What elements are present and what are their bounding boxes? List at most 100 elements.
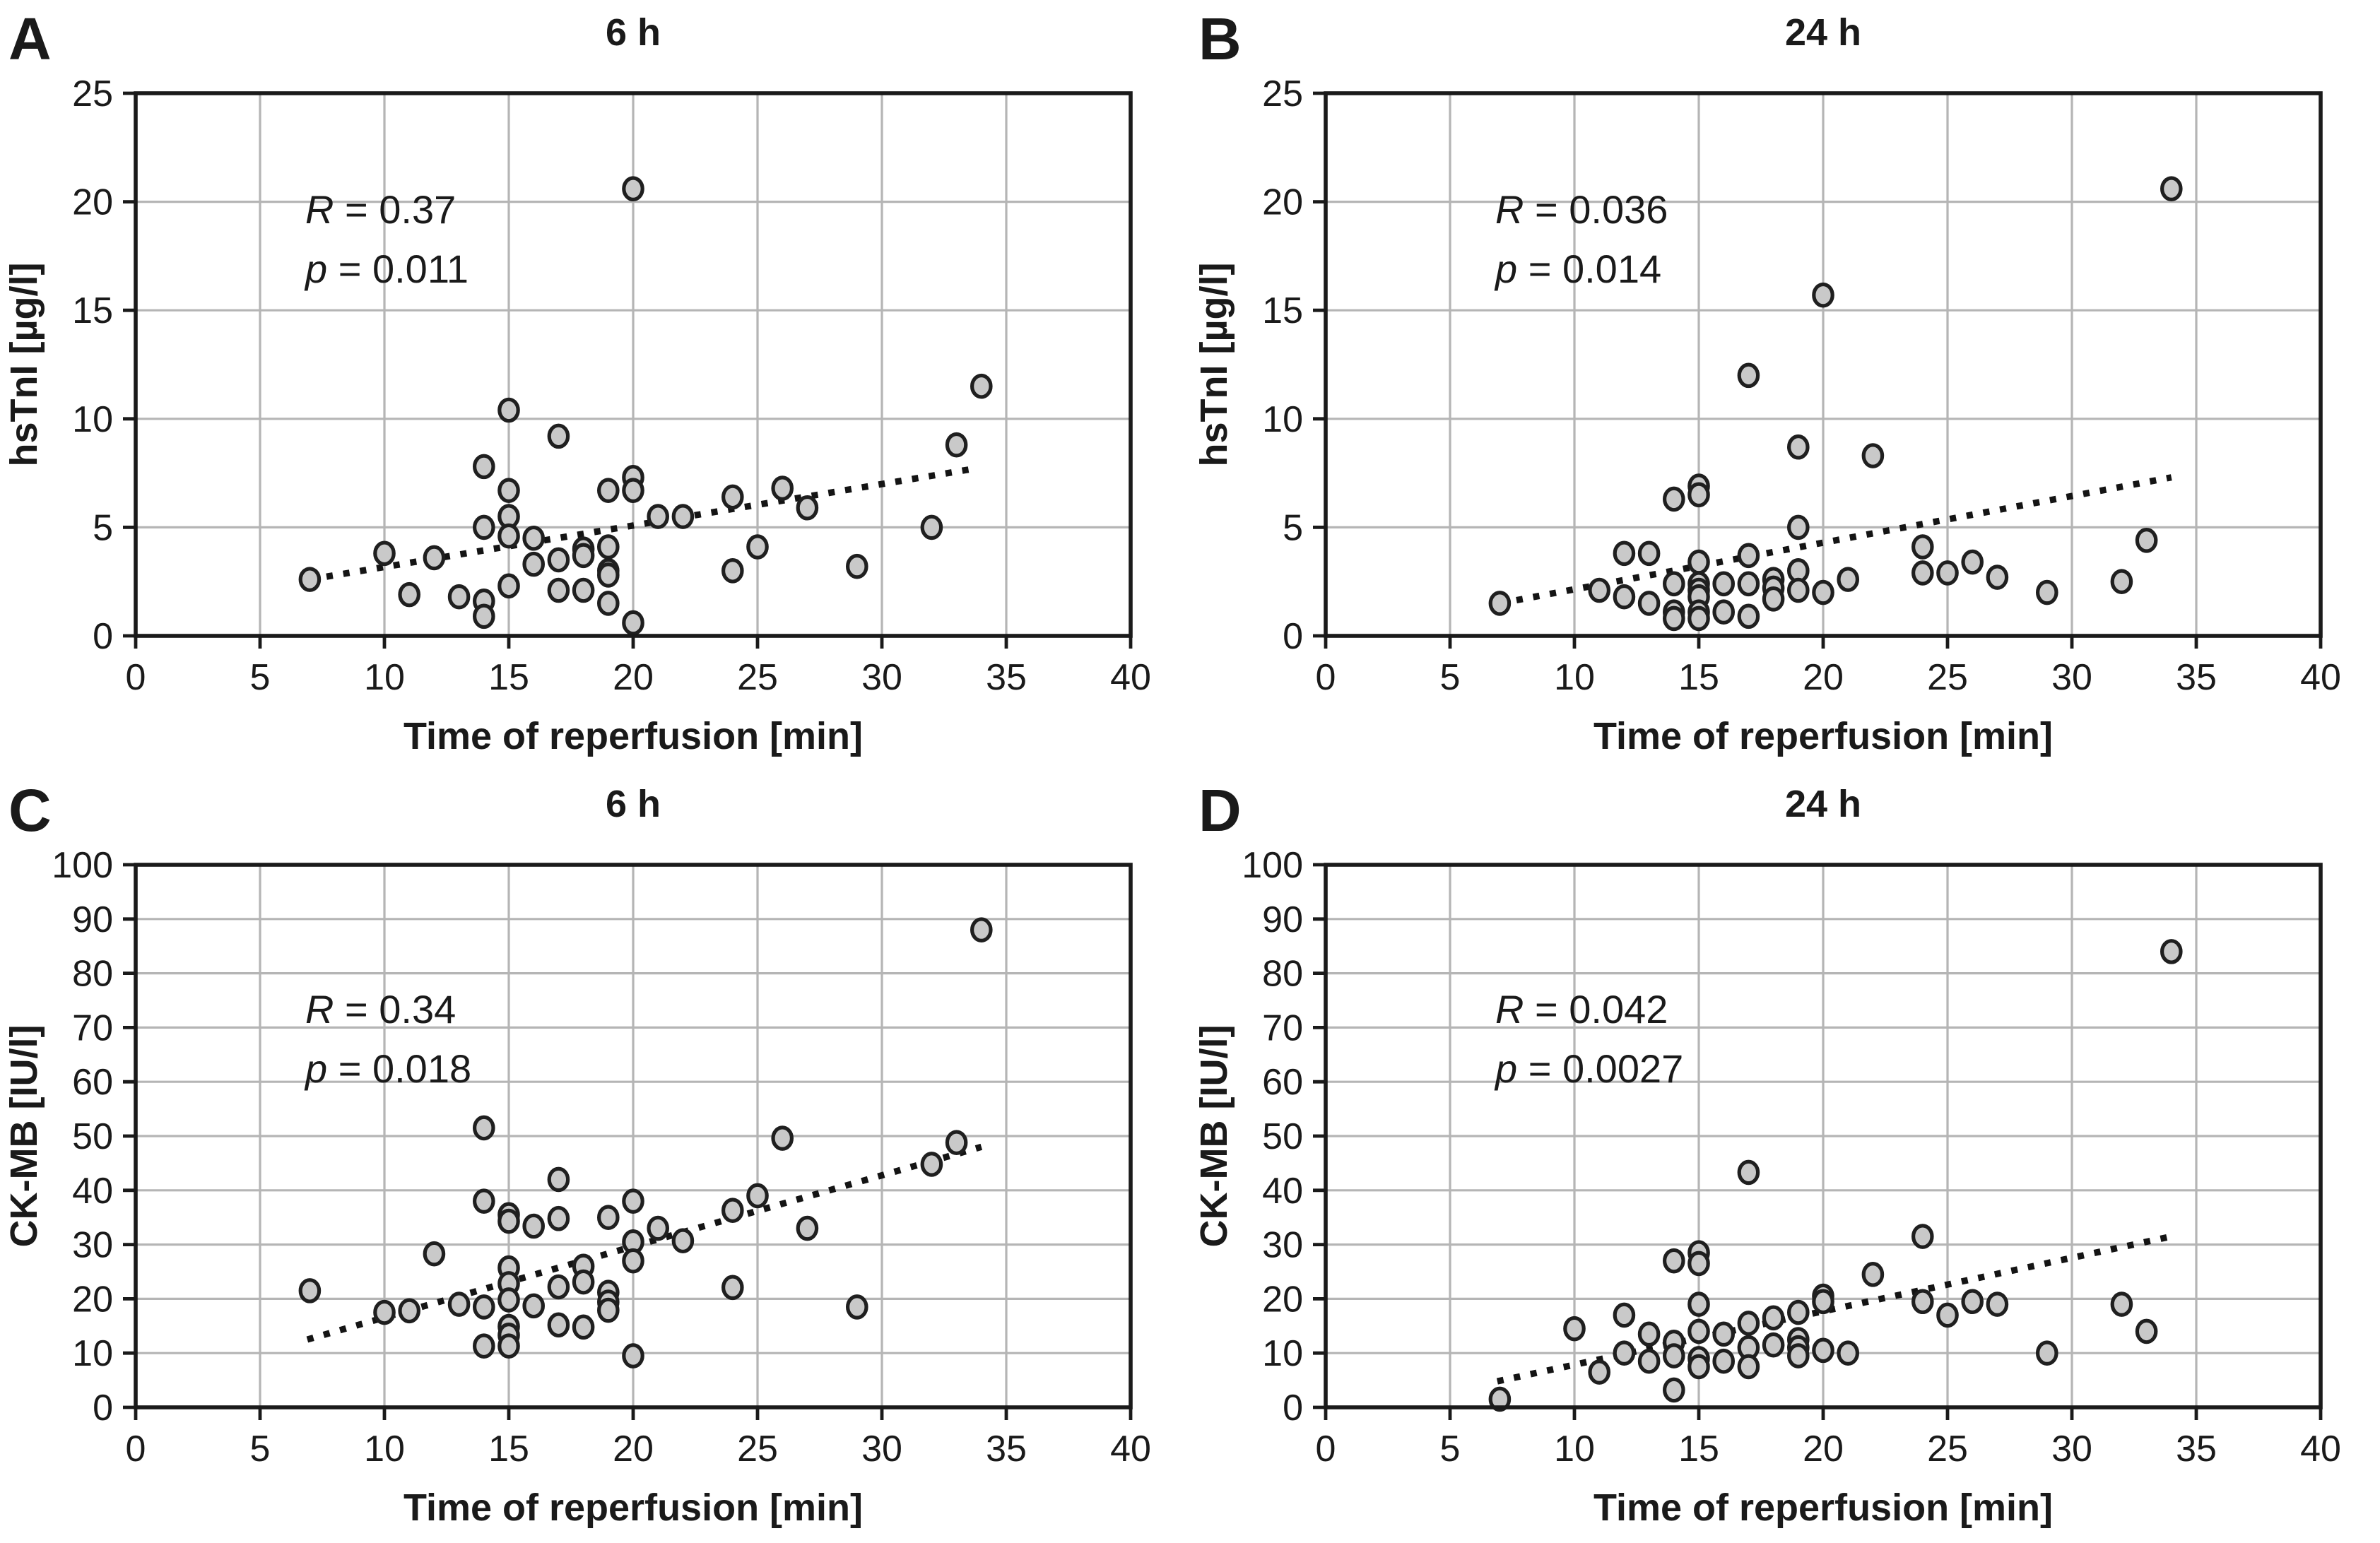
data-point: [746, 534, 769, 560]
data-point: [547, 577, 570, 603]
data-point: [1737, 571, 1760, 597]
data-point: [572, 577, 595, 603]
data-point: [596, 591, 620, 616]
gridlines: [136, 865, 1131, 1407]
data-point: [1786, 1343, 1810, 1368]
data-point: [622, 1188, 644, 1214]
x-tick-label: 40: [1110, 1429, 1151, 1470]
y-tick-label: 80: [1262, 954, 1303, 995]
x-tick-label: 25: [737, 1429, 778, 1470]
data-point: [1712, 571, 1735, 597]
data-point: [2110, 1291, 2133, 1317]
data-point: [1861, 443, 1885, 468]
data-point: [572, 543, 595, 569]
data-point: [1936, 560, 1959, 586]
stats-r-value: R = 0.042: [1495, 987, 1668, 1031]
data-point: [497, 478, 520, 503]
data-point: [1613, 584, 1636, 610]
data-point: [920, 1152, 943, 1177]
x-tick-label: 5: [250, 657, 271, 698]
x-tick-label: 10: [364, 1429, 405, 1470]
data-point: [1911, 534, 1934, 560]
data-point: [846, 553, 868, 579]
y-tick-label: 20: [1262, 1279, 1303, 1320]
data-point: [1563, 1316, 1586, 1342]
data-point: [1588, 577, 1610, 603]
y-tick-label: 25: [72, 73, 113, 114]
data-point: [1861, 1262, 1885, 1287]
y-axis-title: hsTnI [µg/l]: [1193, 262, 1235, 466]
data-point: [472, 603, 495, 629]
x-tick-label: 0: [126, 1429, 146, 1470]
data-point: [596, 1297, 620, 1323]
x-tick-label: 15: [488, 657, 529, 698]
stats-r-value: R = 0.34: [305, 987, 456, 1031]
data-point: [846, 1294, 868, 1320]
x-tick-label: 0: [1316, 657, 1336, 698]
data-point: [398, 1298, 420, 1324]
stats-p-value: p = 0.0027: [1494, 1046, 1683, 1091]
data-point: [1488, 1386, 1512, 1412]
y-tick-label: 0: [1283, 1388, 1303, 1429]
x-tick-label: 15: [1678, 1429, 1719, 1470]
data-point: [1687, 1354, 1710, 1380]
y-axis-title: hsTnI [µg/l]: [3, 262, 45, 466]
data-point: [622, 1343, 644, 1368]
data-point: [298, 567, 322, 592]
data-point: [671, 1228, 695, 1254]
x-tick-label: 30: [2051, 1429, 2092, 1470]
stats-p-value: p = 0.011: [304, 247, 469, 291]
data-point: [970, 917, 993, 942]
data-point: [373, 1299, 396, 1325]
y-tick-label: 10: [72, 1333, 113, 1374]
data-point: [298, 1278, 322, 1303]
data-point: [1488, 591, 1512, 616]
data-point: [721, 1275, 744, 1301]
data-point: [1812, 1289, 1834, 1315]
data-point: [572, 1269, 595, 1295]
data-point: [1837, 1340, 1859, 1366]
data-point: [522, 1293, 545, 1319]
panel-C: 0 5 10 15 20 25 30 35 40 0 10 20 30 40 50 60 70 80 90 100 C 6…: [0, 772, 1190, 1543]
x-tick-label: 25: [1927, 657, 1968, 698]
axis-ticks: [123, 91, 1133, 649]
data-point: [1588, 1359, 1610, 1385]
y-tick-label: 15: [1262, 290, 1303, 331]
x-axis-title: Time of reperfusion [min]: [1593, 715, 2053, 757]
y-tick-label: 5: [93, 507, 113, 548]
data-point: [547, 1166, 570, 1193]
stats-p-value: p = 0.014: [1494, 247, 1661, 291]
data-point: [1687, 605, 1710, 632]
y-tick-label: 0: [1283, 616, 1303, 657]
data-point: [547, 1312, 570, 1338]
y-tick-label: 100: [1242, 845, 1303, 886]
data-point: [1613, 540, 1636, 567]
data-point: [373, 540, 396, 567]
x-tick-label: 20: [613, 657, 654, 698]
x-tick-label: 40: [2300, 657, 2341, 698]
data-point: [1961, 549, 1984, 575]
data-point: [1662, 1248, 1685, 1274]
data-point: [596, 1205, 620, 1230]
data-point: [596, 534, 620, 560]
data-point: [2160, 176, 2183, 201]
scatter-plot-B: 0 5 10 15 20 25 30 35 40 0 5 10 15 20 25 B 24 h R = 0.036…: [1193, 6, 2341, 757]
x-axis-title: Time of reperfusion [min]: [1593, 1486, 2053, 1529]
trend-line: [1496, 1233, 2172, 1385]
data-point: [2036, 1340, 2058, 1366]
data-point: [1712, 1321, 1735, 1347]
y-tick-label: 30: [1262, 1225, 1303, 1266]
scatter-plot-A: 0 5 10 15 20 25 30 35 40 0 5 10 15 20 25 A 6 h R = 0.37 p …: [3, 6, 1151, 757]
data-point: [497, 1287, 520, 1313]
stats-p-value: p = 0.018: [304, 1046, 471, 1091]
data-point: [423, 1241, 446, 1267]
x-tick-label: 15: [1678, 657, 1719, 698]
data-point: [746, 1183, 769, 1209]
x-tick-label: 5: [1440, 1429, 1461, 1470]
data-point: [1637, 540, 1661, 567]
data-point: [472, 1333, 495, 1359]
data-point: [596, 478, 620, 503]
y-tick-label: 40: [72, 1171, 113, 1212]
